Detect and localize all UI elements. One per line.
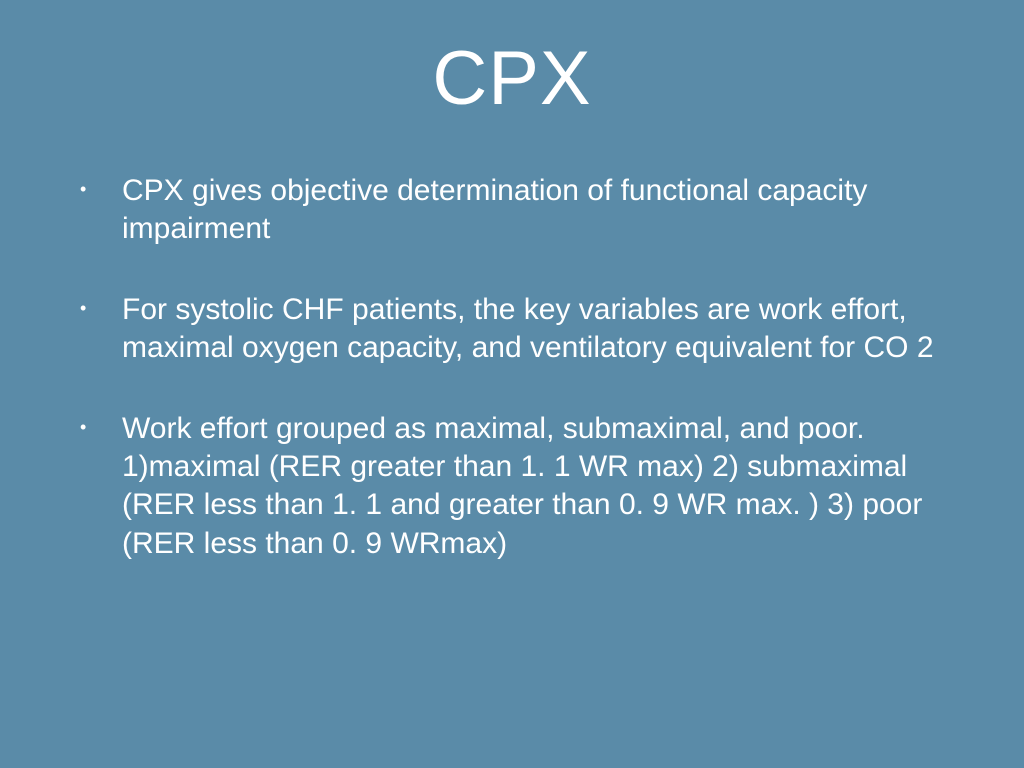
slide-title: CPX (60, 35, 964, 122)
bullet-item: Work effort grouped as maximal, submaxim… (80, 410, 964, 564)
bullet-item: CPX gives objective determination of fun… (80, 172, 964, 249)
bullet-list: CPX gives objective determination of fun… (60, 172, 964, 563)
slide: CPX CPX gives objective determination of… (0, 0, 1024, 768)
bullet-item: For systolic CHF patients, the key varia… (80, 291, 964, 368)
